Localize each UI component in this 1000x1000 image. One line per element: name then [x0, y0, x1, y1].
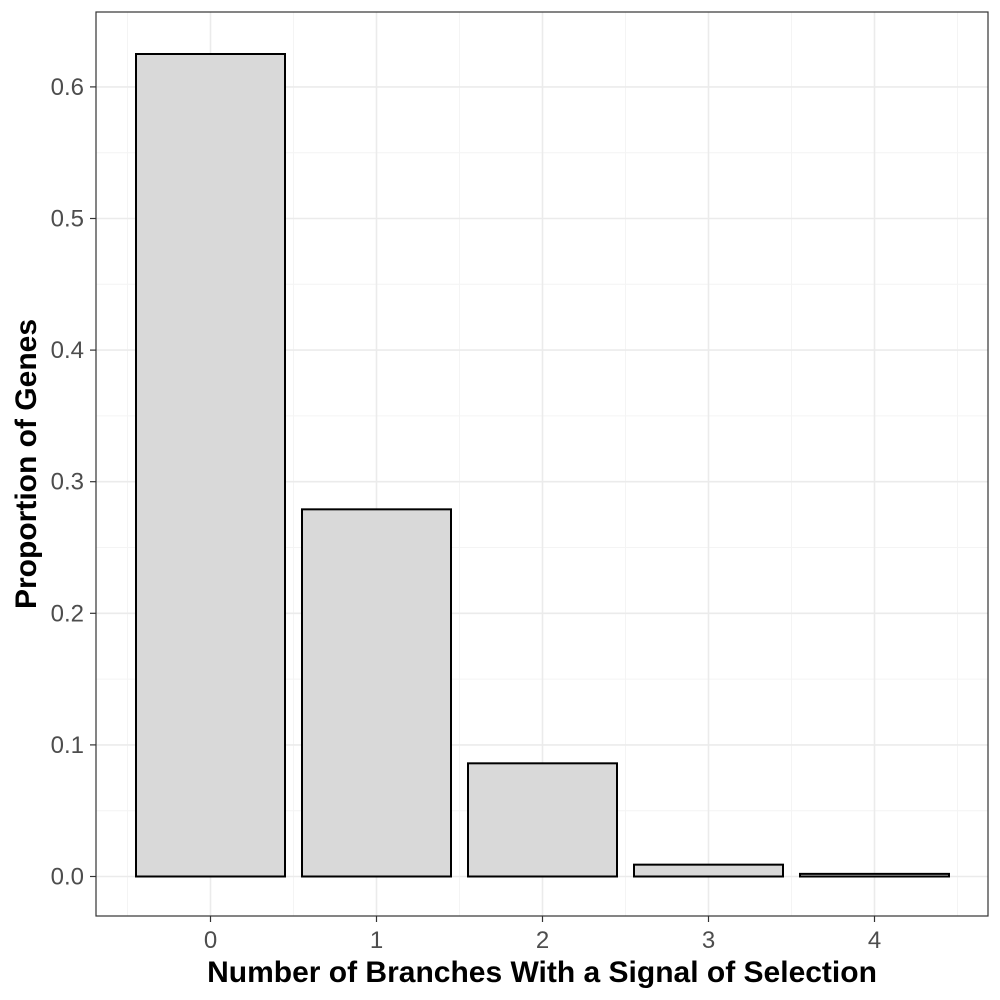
y-axis-ticks: 0.0 0.1 0.2 0.3 0.4 0.5 0.6 [51, 74, 96, 891]
x-tick-label: 1 [370, 927, 383, 954]
x-tick-label: 0 [204, 927, 217, 954]
x-axis-ticks: 0 1 2 3 4 [204, 916, 881, 954]
bar-1 [301, 508, 452, 878]
y-tick-label: 0.4 [51, 337, 84, 364]
y-tick-label: 0.6 [51, 74, 84, 101]
bar-2 [467, 762, 618, 878]
bars [135, 53, 950, 878]
y-tick-label: 0.3 [51, 469, 84, 496]
y-axis-title: Proportion of Genes [10, 319, 43, 609]
bar-3 [633, 863, 784, 878]
y-tick-label: 0.5 [51, 206, 84, 233]
bar-0 [135, 53, 286, 878]
x-tick-label: 4 [868, 927, 881, 954]
y-tick-label: 0.0 [51, 864, 84, 891]
y-tick-label: 0.2 [51, 600, 84, 627]
y-tick-label: 0.1 [51, 732, 84, 759]
x-axis-title: Number of Branches With a Signal of Sele… [207, 956, 877, 989]
x-tick-label: 2 [536, 927, 549, 954]
bar-4 [799, 872, 950, 878]
x-tick-label: 3 [702, 927, 715, 954]
